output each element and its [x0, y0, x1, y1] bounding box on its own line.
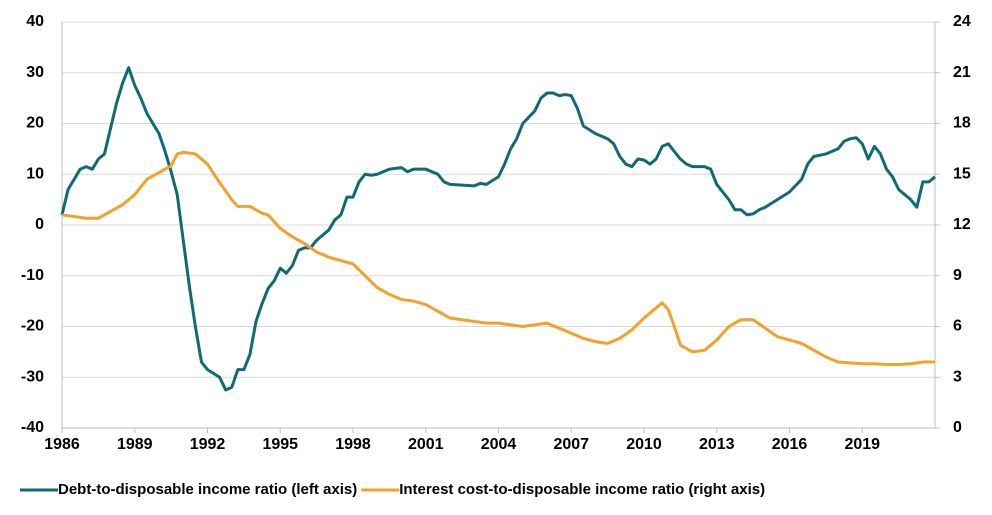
y2-tick-label: 6 — [953, 318, 962, 335]
y-tick-label: 10 — [26, 165, 44, 182]
y-tick-label: 30 — [26, 64, 44, 81]
y2-tick-label: 18 — [953, 115, 971, 132]
x-tick-label: 2001 — [408, 436, 444, 453]
legend-label: Interest cost-to-disposable income ratio… — [399, 481, 765, 498]
y2-tick-label: 24 — [953, 13, 971, 30]
y-tick-label: 20 — [26, 115, 44, 132]
x-tick-label: 2019 — [844, 436, 880, 453]
y-tick-label: -20 — [21, 318, 44, 335]
y2-tick-label: 9 — [953, 267, 962, 284]
y2-tick-label: 12 — [953, 216, 971, 233]
x-tick-label: 1989 — [117, 436, 153, 453]
y2-tick-label: 21 — [953, 64, 971, 81]
series-line — [61, 150, 935, 367]
x-tick-label: 2013 — [699, 436, 735, 453]
x-tick-label: 1995 — [262, 436, 298, 453]
x-tick-label: 2004 — [481, 436, 517, 453]
y2-tick-label: 0 — [953, 419, 962, 436]
y-tick-label: -40 — [21, 419, 44, 436]
series-line — [60, 66, 936, 392]
legend-label: Debt-to-disposable income ratio (left ax… — [58, 481, 357, 498]
x-tick-label: 2010 — [626, 436, 662, 453]
x-tick-label: 2007 — [553, 436, 589, 453]
y-tick-label: 40 — [26, 13, 44, 30]
y-tick-label: -30 — [21, 368, 44, 385]
x-tick-label: 1998 — [335, 436, 371, 453]
y-tick-label: -10 — [21, 267, 44, 284]
y2-tick-label: 3 — [953, 368, 962, 385]
x-tick-label: 1992 — [190, 436, 226, 453]
x-tick-label: 1986 — [44, 436, 80, 453]
x-tick-label: 2016 — [772, 436, 808, 453]
y-tick-label: 0 — [35, 216, 44, 233]
y2-tick-label: 15 — [953, 165, 971, 182]
